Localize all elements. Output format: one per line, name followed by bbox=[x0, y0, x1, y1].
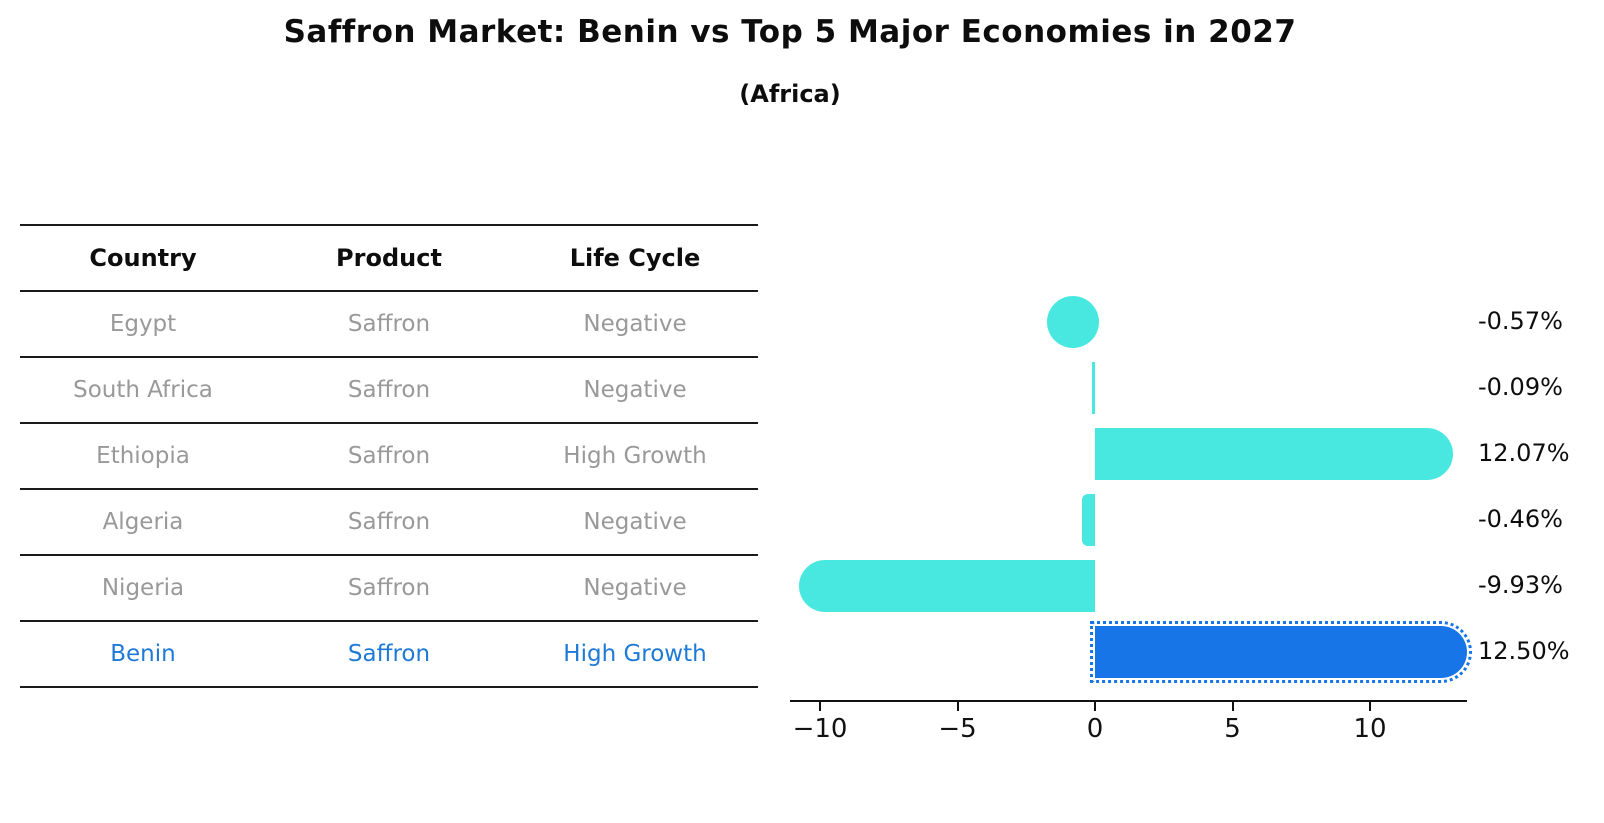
table-cell-life-cycle: High Growth bbox=[563, 443, 707, 469]
bar-algeria bbox=[1082, 494, 1095, 546]
x-axis-tick bbox=[1369, 702, 1371, 711]
table-cell-country: Benin bbox=[110, 641, 176, 667]
table-cell-country: Nigeria bbox=[101, 575, 185, 601]
bar-value-label: -0.09% bbox=[1478, 373, 1563, 401]
x-axis-tick bbox=[819, 702, 821, 711]
x-axis-tick-label: 0 bbox=[1086, 714, 1104, 744]
table-cell-life-cycle: Negative bbox=[583, 575, 687, 601]
bar-nigeria bbox=[799, 560, 1095, 612]
bar-value-label: 12.50% bbox=[1478, 637, 1570, 665]
table-row: South Africa Saffron Negative bbox=[20, 356, 758, 422]
x-axis-tick-label: 10 bbox=[1353, 714, 1387, 744]
table-cell-product: Saffron bbox=[347, 509, 431, 535]
bar-value-label: -9.93% bbox=[1478, 571, 1563, 599]
table-cell-life-cycle: Negative bbox=[583, 311, 687, 337]
country-table: Country Product Life Cycle Egypt Saffron N… bbox=[20, 224, 758, 688]
bar-ethiopia bbox=[1095, 428, 1453, 480]
bar-value-label: -0.57% bbox=[1478, 307, 1563, 335]
table-row: Algeria Saffron Negative bbox=[20, 488, 758, 554]
bar-benin bbox=[1090, 621, 1472, 683]
bar-value-label: 12.07% bbox=[1478, 439, 1570, 467]
table-cell-product: Saffron bbox=[347, 311, 431, 337]
bar-egypt bbox=[1047, 296, 1099, 348]
table-cell-product: Saffron bbox=[347, 377, 431, 403]
x-axis-tick bbox=[956, 702, 959, 711]
table-cell-country: South Africa bbox=[73, 377, 213, 403]
bar-south-africa bbox=[1092, 362, 1095, 414]
table-cell-country: Ethiopia bbox=[96, 443, 190, 469]
table-cell-product: Saffron bbox=[347, 641, 431, 667]
table-cell-life-cycle: Negative bbox=[583, 509, 687, 535]
col-header-product: Product bbox=[336, 244, 442, 272]
table-row: Benin Saffron High Growth bbox=[20, 620, 758, 688]
col-header-country: Country bbox=[89, 244, 197, 272]
table-cell-country: Algeria bbox=[102, 509, 184, 535]
bar-value-label: -0.46% bbox=[1478, 505, 1563, 533]
x-axis-tick bbox=[1094, 702, 1096, 711]
table-row: Egypt Saffron Negative bbox=[20, 290, 758, 356]
table-cell-life-cycle: Negative bbox=[583, 377, 687, 403]
table-row: Ethiopia Saffron High Growth bbox=[20, 422, 758, 488]
x-axis-tick-label: −5 bbox=[938, 714, 977, 744]
table-cell-life-cycle: High Growth bbox=[563, 641, 707, 667]
table-row: Nigeria Saffron Negative bbox=[20, 554, 758, 620]
table-cell-product: Saffron bbox=[347, 443, 431, 469]
col-header-life-cycle: Life Cycle bbox=[569, 244, 701, 272]
x-axis-tick-label: −10 bbox=[792, 714, 848, 744]
chart-title: Saffron Market: Benin vs Top 5 Major Eco… bbox=[283, 14, 1297, 50]
chart-subtitle: (Africa) bbox=[739, 80, 841, 108]
table-header-row: Country Product Life Cycle bbox=[20, 224, 758, 290]
x-axis-line bbox=[790, 700, 1467, 702]
x-axis-tick bbox=[1231, 702, 1234, 711]
x-axis-tick-label: 5 bbox=[1224, 714, 1241, 744]
table-cell-product: Saffron bbox=[347, 575, 431, 601]
table-body: Egypt Saffron Negative South Africa Saffron N… bbox=[20, 290, 758, 688]
table-cell-country: Egypt bbox=[109, 311, 177, 337]
